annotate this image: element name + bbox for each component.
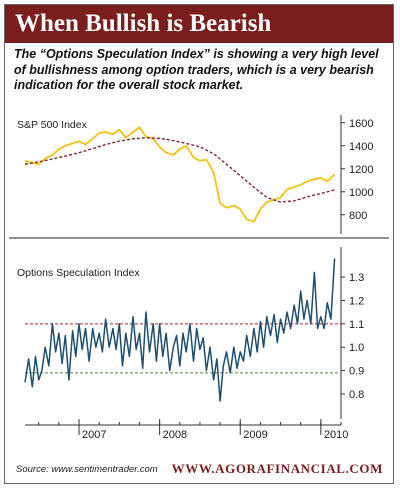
source-note: Source: www.sentimentrader.com — [16, 464, 158, 475]
sp500-y-tick-label: 1000 — [349, 187, 373, 199]
sp500-y-tick-label: 1600 — [349, 118, 373, 130]
x-axis: 2007 2008 2009 2010 — [25, 419, 348, 441]
osi-y-tick-label: 1.3 — [349, 272, 364, 284]
chart-area: 800 1000 1200 1400 1600 S&P 500 Index 0.8 0.9 1… — [9, 115, 389, 441]
sp500-title: S&P 500 Index — [17, 119, 88, 131]
x-tick-label: 2010 — [324, 429, 348, 441]
sp500-panel: 800 1000 1200 1400 1600 S&P 500 Index — [17, 115, 373, 234]
figure-frame: When Bullish is Bearish The “Options Spe… — [4, 4, 394, 484]
osi-y-tick-label: 1.1 — [349, 319, 364, 331]
x-tick-label: 2009 — [243, 429, 267, 441]
chart-subtitle: The “Options Speculation Index” is showi… — [14, 47, 379, 92]
sp500-y-tick-label: 800 — [349, 210, 367, 222]
osi-panel: 0.8 0.9 1.0 1.1 1.2 1.3 Options Speculation In… — [17, 247, 364, 419]
sp500-moving-average-line — [24, 137, 335, 203]
osi-y-tick-label: 1.0 — [349, 342, 364, 354]
x-tick-label: 2008 — [163, 429, 187, 441]
osi-line — [24, 258, 336, 402]
sp500-y-tick-label: 1200 — [349, 164, 373, 176]
osi-y-tick-label: 1.2 — [349, 295, 364, 307]
sp500-price-line — [24, 126, 336, 223]
x-tick-label: 2007 — [82, 429, 106, 441]
osi-y-tick-label: 0.9 — [349, 366, 364, 378]
osi-title: Options Speculation Index — [17, 267, 140, 279]
banner-title: When Bullish is Bearish — [15, 10, 272, 37]
osi-y-tick-label: 0.8 — [349, 389, 364, 401]
sp500-y-tick-label: 1400 — [349, 141, 373, 153]
title-banner: When Bullish is Bearish — [5, 5, 393, 43]
brand-url: WWW.AGORAFINANCIAL.COM — [171, 461, 383, 476]
